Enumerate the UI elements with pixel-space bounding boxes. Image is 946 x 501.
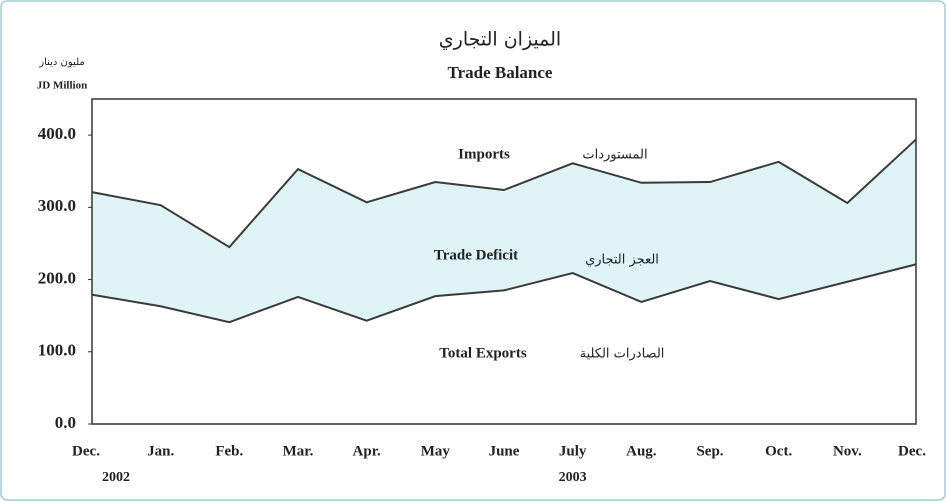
year-label: 2002 [102, 470, 130, 485]
y-axis-label: JD Million [37, 80, 87, 92]
x-tick-label: June [489, 443, 520, 459]
chart-title: الميزان التجاري [439, 29, 561, 51]
x-tick-label: Aug. [626, 443, 657, 459]
x-tick-label: Mar. [283, 443, 314, 459]
x-tick-label: July [559, 443, 587, 459]
y-tick-label: 200.0 [38, 268, 76, 287]
y-tick-label: 300.0 [38, 196, 76, 215]
deficit-fill [92, 139, 916, 323]
x-tick-label: Jan. [147, 443, 174, 459]
x-tick-label: May [421, 443, 451, 459]
x-tick-label: Oct. [765, 443, 792, 459]
x-tick-label: Dec. [898, 443, 926, 459]
legend-imports-ar: المستوردات [582, 148, 647, 163]
label-deficit: Trade Deficit [434, 247, 518, 263]
year-label: 2003 [559, 470, 587, 485]
series-line [91, 138, 917, 249]
legend-exports: Total Exports [439, 345, 527, 361]
x-tick-label: Apr. [353, 443, 381, 459]
chart-subtitle: Trade Balance [448, 63, 553, 82]
y-axis-label-ar: مليون دينار [38, 57, 85, 68]
y-tick-label: 100.0 [38, 341, 76, 360]
legend-exports-ar: الصادرات الكلية [580, 347, 665, 362]
x-tick-label: Feb. [215, 443, 243, 459]
y-tick-label: 400.0 [38, 124, 76, 143]
x-tick-label: Sep. [696, 443, 723, 459]
plot-area [91, 98, 917, 425]
series-line [91, 263, 917, 324]
x-tick-label: Dec. [72, 443, 100, 459]
y-tick-label: 0.0 [55, 413, 76, 432]
label-deficit-ar: العجز التجاري [585, 253, 659, 268]
legend-imports: Imports [458, 146, 510, 162]
x-tick-label: Nov. [833, 443, 862, 459]
